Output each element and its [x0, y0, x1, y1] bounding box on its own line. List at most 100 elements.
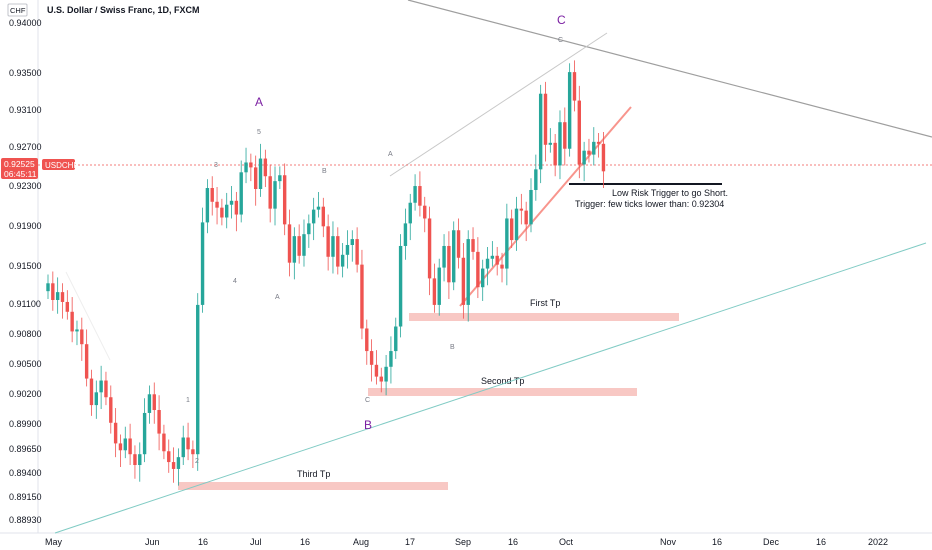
channel-upper-line[interactable]	[389, 32, 608, 177]
candle-body[interactable]	[461, 257, 466, 305]
candle-body[interactable]	[123, 438, 127, 451]
candle-body[interactable]	[379, 376, 383, 382]
candle-body[interactable]	[191, 449, 195, 455]
candle-body[interactable]	[65, 301, 70, 312]
candle-body[interactable]	[273, 181, 277, 209]
candle-body[interactable]	[481, 268, 485, 288]
candle-body[interactable]	[215, 201, 219, 208]
price-axis[interactable]: 0.94000 0.93500 0.93100 0.92700 0.92300 0.919…	[9, 18, 42, 525]
candle-body[interactable]	[249, 162, 253, 168]
candle-body[interactable]	[500, 264, 504, 269]
candle-body[interactable]	[471, 239, 475, 252]
candle-body[interactable]	[176, 457, 181, 469]
candle-body[interactable]	[152, 394, 156, 411]
candle-body[interactable]	[51, 283, 55, 300]
candle-body[interactable]	[384, 366, 388, 382]
candle-body[interactable]	[109, 397, 113, 423]
candle-body[interactable]	[548, 142, 553, 145]
candle-body[interactable]	[287, 224, 292, 263]
candle-body[interactable]	[89, 378, 94, 406]
candle-body[interactable]	[365, 328, 369, 352]
candle-body[interactable]	[398, 245, 403, 327]
candle-body[interactable]	[94, 392, 98, 406]
candle-body[interactable]	[336, 236, 340, 267]
candle-body[interactable]	[186, 437, 190, 450]
candle-body[interactable]	[326, 226, 330, 257]
candle-body[interactable]	[84, 344, 89, 379]
candle-body[interactable]	[466, 239, 470, 305]
candle-body[interactable]	[302, 234, 306, 256]
candle-body[interactable]	[543, 93, 548, 145]
candle-body[interactable]	[104, 380, 108, 398]
candle-body[interactable]	[171, 462, 176, 469]
time-axis[interactable]: May Jun 16 Jul 16 Aug 17 Sep 16 Oct Nov 16 Dec 16 2022	[45, 537, 888, 547]
candle-body[interactable]	[316, 206, 321, 210]
candle-body[interactable]	[408, 202, 412, 224]
candle-body[interactable]	[340, 254, 345, 267]
candle-body[interactable]	[529, 189, 533, 225]
candle-body[interactable]	[282, 175, 287, 225]
candle-body[interactable]	[509, 218, 514, 241]
candle-body[interactable]	[162, 433, 166, 452]
candle-body[interactable]	[413, 186, 417, 203]
candle-body[interactable]	[297, 236, 301, 256]
candle-body[interactable]	[389, 351, 393, 367]
candle-body[interactable]	[572, 72, 577, 101]
candle-body[interactable]	[442, 245, 446, 268]
candle-body[interactable]	[46, 283, 50, 292]
candle-body[interactable]	[345, 244, 350, 255]
support-trendline[interactable]	[54, 242, 927, 534]
candle-body[interactable]	[553, 142, 557, 166]
candle-body[interactable]	[99, 380, 103, 393]
candle-body[interactable]	[70, 311, 74, 332]
candle-body[interactable]	[307, 223, 311, 235]
candle-body[interactable]	[403, 223, 408, 246]
candle-body[interactable]	[485, 258, 490, 269]
candle-body[interactable]	[592, 141, 596, 155]
candle-body[interactable]	[75, 329, 79, 332]
candle-body[interactable]	[418, 186, 422, 206]
candle-body[interactable]	[234, 200, 239, 215]
candle-body[interactable]	[253, 167, 258, 189]
candle-body[interactable]	[133, 454, 137, 466]
candle-body[interactable]	[577, 100, 581, 165]
candle-body[interactable]	[567, 72, 572, 149]
candle-body[interactable]	[374, 364, 379, 377]
candle-body[interactable]	[239, 172, 243, 215]
candle-body[interactable]	[147, 394, 152, 413]
candle-body[interactable]	[355, 239, 359, 265]
first-tp-zone[interactable]	[409, 313, 679, 321]
rising-channel-line[interactable]	[459, 106, 632, 307]
candle-body[interactable]	[538, 93, 543, 170]
candle-body[interactable]	[360, 264, 364, 329]
candle-body[interactable]	[524, 210, 528, 225]
candle-body[interactable]	[60, 292, 65, 302]
candle-body[interactable]	[582, 150, 586, 165]
candle-body[interactable]	[205, 188, 210, 223]
candle-body[interactable]	[263, 158, 268, 177]
candle-body[interactable]	[142, 412, 147, 455]
candle-body[interactable]	[278, 175, 282, 182]
candle-body[interactable]	[200, 222, 205, 305]
candle-body[interactable]	[55, 292, 60, 300]
candle-body[interactable]	[490, 255, 495, 259]
candle-body[interactable]	[268, 176, 272, 209]
candle-body[interactable]	[563, 122, 567, 149]
candle-body[interactable]	[311, 209, 316, 224]
candle-body[interactable]	[196, 304, 200, 455]
resistance-trendline[interactable]	[407, 0, 932, 138]
candle-body[interactable]	[244, 162, 248, 173]
candle-body[interactable]	[321, 206, 326, 227]
candle-body[interactable]	[514, 208, 519, 241]
candle-body[interactable]	[534, 169, 538, 190]
candle-body[interactable]	[505, 218, 509, 269]
candle-body[interactable]	[601, 143, 606, 172]
candle-body[interactable]	[128, 438, 132, 455]
candle-body[interactable]	[427, 218, 432, 279]
candle-body[interactable]	[167, 451, 171, 463]
candle-body[interactable]	[225, 204, 229, 218]
candle-body[interactable]	[587, 150, 591, 155]
candle-body[interactable]	[292, 236, 297, 263]
candle-body[interactable]	[369, 351, 374, 365]
